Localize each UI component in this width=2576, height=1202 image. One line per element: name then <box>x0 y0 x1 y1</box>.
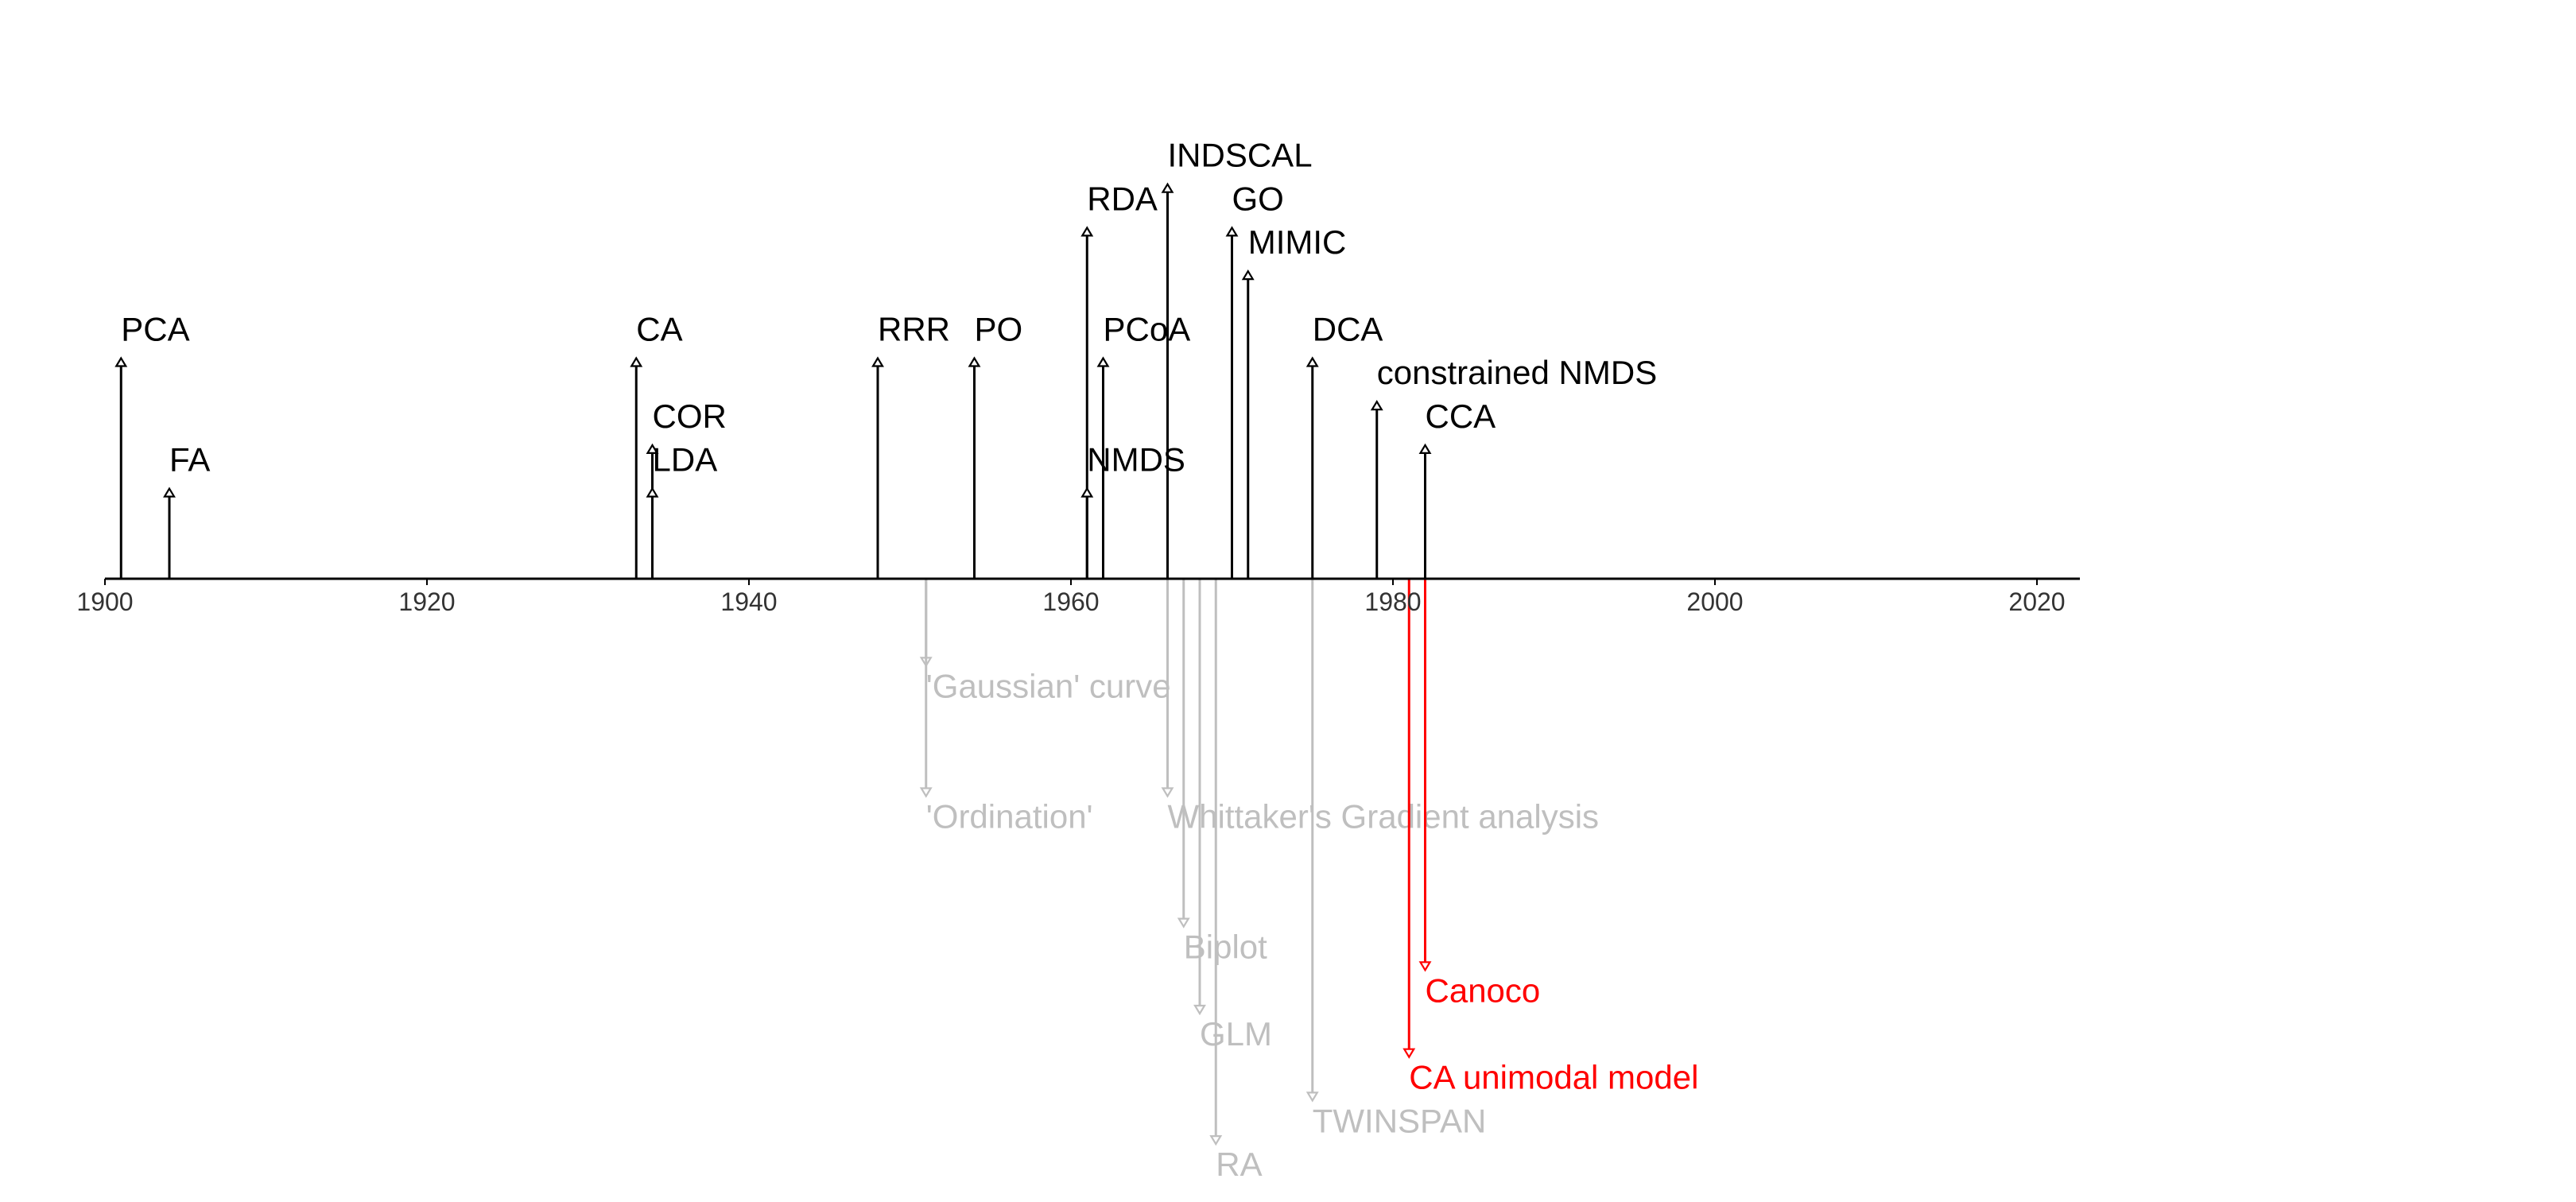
event-below-glm: GLM <box>1193 579 1272 1053</box>
events-below: 'Gaussian' curve 'Ordination' Whittaker's … <box>919 579 1698 1183</box>
event-label: FA <box>169 441 210 479</box>
event-above-ca: CA <box>630 311 683 579</box>
event-label: PCA <box>121 311 189 348</box>
event-above-rda: RDA <box>1080 180 1158 579</box>
arrow-head <box>163 487 176 498</box>
arrow-head <box>646 487 659 498</box>
event-below-canoco: Canoco <box>1418 579 1541 1009</box>
arrow-head <box>1418 961 1432 972</box>
arrow-head <box>1080 487 1094 498</box>
event-label: constrained NMDS <box>1377 354 1657 391</box>
event-above-po: PO <box>968 311 1023 579</box>
arrow-head <box>1193 1004 1206 1016</box>
arrow-head <box>1161 182 1174 193</box>
arrow-head <box>1177 917 1190 929</box>
event-label: 'Ordination' <box>926 798 1093 836</box>
event-above-constrained-nmds: constrained NMDS <box>1370 354 1657 579</box>
event-label: COR <box>653 397 727 435</box>
event-above-indscal: INDSCAL <box>1161 137 1313 579</box>
event-label: RDA <box>1087 180 1158 217</box>
x-tick-label: 1940 <box>720 587 777 616</box>
event-label: RA <box>1216 1146 1262 1183</box>
x-tick-label: 2020 <box>2008 587 2065 616</box>
arrow-head <box>114 356 128 367</box>
event-above-cca: CCA <box>1418 397 1496 579</box>
event-label: Biplot <box>1184 929 1267 966</box>
x-tick-label: 2000 <box>1686 587 1743 616</box>
x-axis-ticks: 1900 1920 1940 1960 1980 2000 2020 <box>76 579 2066 616</box>
event-label: PCoA <box>1104 311 1191 348</box>
arrow-head <box>1418 443 1432 455</box>
event-label: MIMIC <box>1248 223 1347 261</box>
event-above-pcoa: PCoA <box>1096 311 1191 579</box>
event-below-twinspan: TWINSPAN <box>1305 579 1487 1139</box>
arrow-head <box>1305 1091 1319 1103</box>
arrow-head <box>646 443 659 455</box>
event-label: TWINSPAN <box>1313 1102 1487 1139</box>
event-above-pca: PCA <box>114 311 190 579</box>
arrow-head <box>1209 1134 1223 1146</box>
arrow-head <box>919 787 933 798</box>
event-label: RRR <box>878 311 950 348</box>
event-label: GLM <box>1200 1015 1272 1053</box>
event-label: Canoco <box>1426 971 1541 1009</box>
arrow-head <box>630 356 643 367</box>
arrow-head <box>1370 400 1383 411</box>
arrow-head <box>871 356 884 367</box>
event-above-fa: FA <box>163 441 210 579</box>
event-label: NMDS <box>1087 441 1185 479</box>
x-tick-label: 1920 <box>398 587 455 616</box>
arrow-head <box>1305 356 1319 367</box>
event-above-go: GO <box>1225 180 1284 579</box>
event-label: Whittaker's Gradient analysis <box>1168 798 1600 836</box>
event-above-rrr: RRR <box>871 311 950 579</box>
event-label: CCA <box>1426 397 1496 435</box>
event-above-nmds: NMDS <box>1080 441 1185 579</box>
event-below-ca-unimodal-model: CA unimodal model <box>1402 579 1698 1096</box>
event-label: LDA <box>653 441 718 479</box>
event-label: CA <box>636 311 682 348</box>
x-tick-label: 1960 <box>1042 587 1099 616</box>
event-above-cor: COR <box>646 397 727 579</box>
event-above-lda: LDA <box>646 441 718 579</box>
x-tick-label: 1900 <box>76 587 133 616</box>
event-label: 'Gaussian' curve <box>926 667 1171 704</box>
arrow-head <box>1080 226 1094 237</box>
event-label: DCA <box>1313 311 1383 348</box>
event-label: PO <box>975 311 1023 348</box>
arrow-head <box>1241 269 1255 281</box>
event-label: CA unimodal model <box>1409 1059 1698 1096</box>
event-below-biplot: Biplot <box>1177 579 1267 966</box>
event-below-ra: RA <box>1209 579 1263 1183</box>
arrow-head <box>968 356 981 367</box>
arrow-head <box>1225 226 1239 237</box>
event-label: GO <box>1232 180 1284 217</box>
arrow-head <box>1096 356 1110 367</box>
events-above: PCA FA CA COR LDA RRR PO RDA NMDS PCoA INDSCAL GO MI… <box>114 137 1657 579</box>
event-below-gaussian-curve: 'Gaussian' curve <box>919 579 1171 704</box>
event-above-mimic: MIMIC <box>1241 223 1347 579</box>
event-above-dca: DCA <box>1305 311 1383 579</box>
arrow-head <box>1402 1048 1416 1059</box>
x-tick-label: 1980 <box>1364 587 1421 616</box>
event-label: INDSCAL <box>1168 137 1313 174</box>
arrow-head <box>1161 787 1174 798</box>
event-below-whittaker-s-gradient-analysis: Whittaker's Gradient analysis <box>1161 579 1600 836</box>
event-below-ordination: 'Ordination' <box>919 579 1093 836</box>
